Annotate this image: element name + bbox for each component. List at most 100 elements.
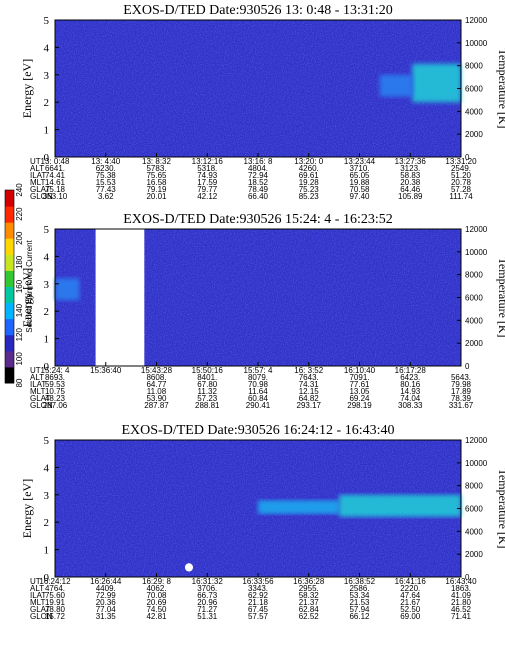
ephemeris-cell: 331.67 [449,401,474,410]
colorbar-tick-label: 100 [15,352,24,366]
ephemeris-cell: 16:26:44 [90,577,122,586]
y-axis-label-right: Temperature [K] [496,468,505,548]
ephemeris-cell: 67.80 [197,380,218,389]
colorbar-frame [4,189,15,384]
ephemeris-cell: 4062. [146,584,166,593]
ephemeris-cell: 5783. [146,164,166,173]
ephemeris-cell: 70.98 [248,380,269,389]
ephemeris-cell: 4764. [45,584,65,593]
colorbar-segment [5,254,14,271]
y-right-tick-label: 10000 [465,459,488,468]
ephemeris-cell: 62.84 [299,605,320,614]
y-tick-label: 2 [44,97,50,109]
colorbar-tick-label: 220 [15,207,24,221]
ephemeris-row-label: ILAT [30,171,46,180]
ephemeris-cell: 53.90 [146,394,167,403]
colorbar-tick-label: 240 [15,183,24,197]
ephemeris-cell: 42.81 [146,612,167,621]
ephemeris-cell: 5318. [197,164,217,173]
ephemeris-cell: 4260. [299,164,319,173]
ephemeris-cell: 15:36:40 [90,366,122,375]
y-tick-label: 4 [44,42,50,54]
colorbar-tick-label: 120 [15,328,24,342]
y-tick-label: 1 [44,545,50,557]
ephemeris-row-label: UT [30,157,41,166]
ephemeris-cell: 15:57: 4 [244,366,273,375]
ephemeris-cell: 71.41 [451,612,472,621]
y-right-tick-label: 4000 [465,107,483,116]
colorbar-tick-label: 200 [15,231,24,245]
ephemeris-cell: 293.17 [297,401,322,410]
ephemeris-cell: 13:27:36 [395,157,427,166]
ephemeris-row-label: ALT [30,373,44,382]
ephemeris-cell: 78.80 [45,605,66,614]
ephemeris-cell: 13: 0:48 [41,157,70,166]
y-axis-label-right: Temperature [K] [496,48,505,128]
ephemeris-cell: 21.80 [451,598,472,607]
ephemeris-cell: 74.93 [197,171,218,180]
ephemeris-row-label: UT [30,577,41,586]
ephemeris-row-label: ILAT [30,380,46,389]
enhancement-feature [55,278,80,301]
colorbar-tick-label: 160 [15,279,24,293]
ephemeris-row-label: MLT [30,178,46,187]
ephemeris-cell: 287.06 [43,401,68,410]
colorbar-tick-label: 180 [15,255,24,269]
ephemeris-cell: 288.81 [195,401,220,410]
ephemeris-cell: 64.82 [299,394,320,403]
y-tick-label: 4 [44,251,50,263]
ephemeris-cell: 85.23 [299,192,320,201]
ephemeris-cell: 75.65 [146,171,167,180]
ephemeris-cell: 3343. [248,584,268,593]
ephemeris-cell: 111.74 [449,192,473,201]
ephemeris-cell: 16:31:32 [192,577,224,586]
ephemeris-cell: 60.84 [248,394,269,403]
ephemeris-cell: 58.32 [299,591,320,600]
ephemeris-cell: 21.67 [400,598,421,607]
ephemeris-cell: 64.77 [146,380,167,389]
ephemeris-cell: 16:43:40 [445,577,477,586]
ephemeris-cell: 20.96 [197,598,218,607]
ephemeris-cell: 20.38 [400,178,421,187]
colorbar-segment [5,350,14,368]
ephemeris-cell: 13:12:16 [192,157,224,166]
ephemeris-cell: 11.64 [248,387,268,396]
y-tick-label: 4 [44,462,50,474]
ephemeris-cell: 51.20 [451,171,472,180]
ephemeris-cell: 66.12 [349,612,370,621]
ephemeris-cell: 8401. [197,373,217,382]
ephemeris-cell: 105.89 [398,192,423,201]
y-right-tick-label: 8000 [465,482,483,491]
ephemeris-row-label: MLT [30,598,46,607]
y-right-tick-label: 8000 [465,271,483,280]
y-tick-label: 5 [44,224,50,236]
ephemeris-cell: 78.39 [451,394,472,403]
panel-title: EXOS-D/TED Date:930526 15:24: 4 - 16:23:… [123,212,392,227]
colorbar-segment [5,270,14,287]
y-axis-label: Energy [eV] [20,268,34,327]
panel-title: EXOS-D/TED Date:930526 16:24:12 - 16:43:… [122,423,395,438]
panel-2: EXOS-D/TED Date:930526 15:24: 4 - 16:23:… [20,212,505,410]
spot-feature [184,563,194,572]
ephemeris-cell: 4409. [96,584,116,593]
ephemeris-cell: 2586. [349,584,369,593]
enhancement-feature [379,74,413,97]
ephemeris-cell: 8608. [146,373,166,382]
ephemeris-cell: 13: 8:32 [142,157,171,166]
ephemeris-cell: 8079. [248,373,268,382]
ephemeris-cell: 13:23:44 [344,157,376,166]
ephemeris-cell: 287.87 [144,401,169,410]
ephemeris-cell: 74.31 [299,380,320,389]
colorbar-label: Second Harmonic Current [25,239,34,332]
ephemeris-cell: 31.35 [96,612,117,621]
y-tick-label: 1 [44,125,50,137]
colorbar: 80 100 120 140 160 180 200 220 240 Second Harmoni… [4,183,34,387]
y-tick-label: 0 [44,361,50,373]
y-axis-label: Energy [eV] [20,479,34,538]
ephemeris-cell: 308.33 [398,401,423,410]
ephemeris-cell: 16: 3:52 [294,366,323,375]
y-right-tick-label: 4000 [465,316,483,325]
